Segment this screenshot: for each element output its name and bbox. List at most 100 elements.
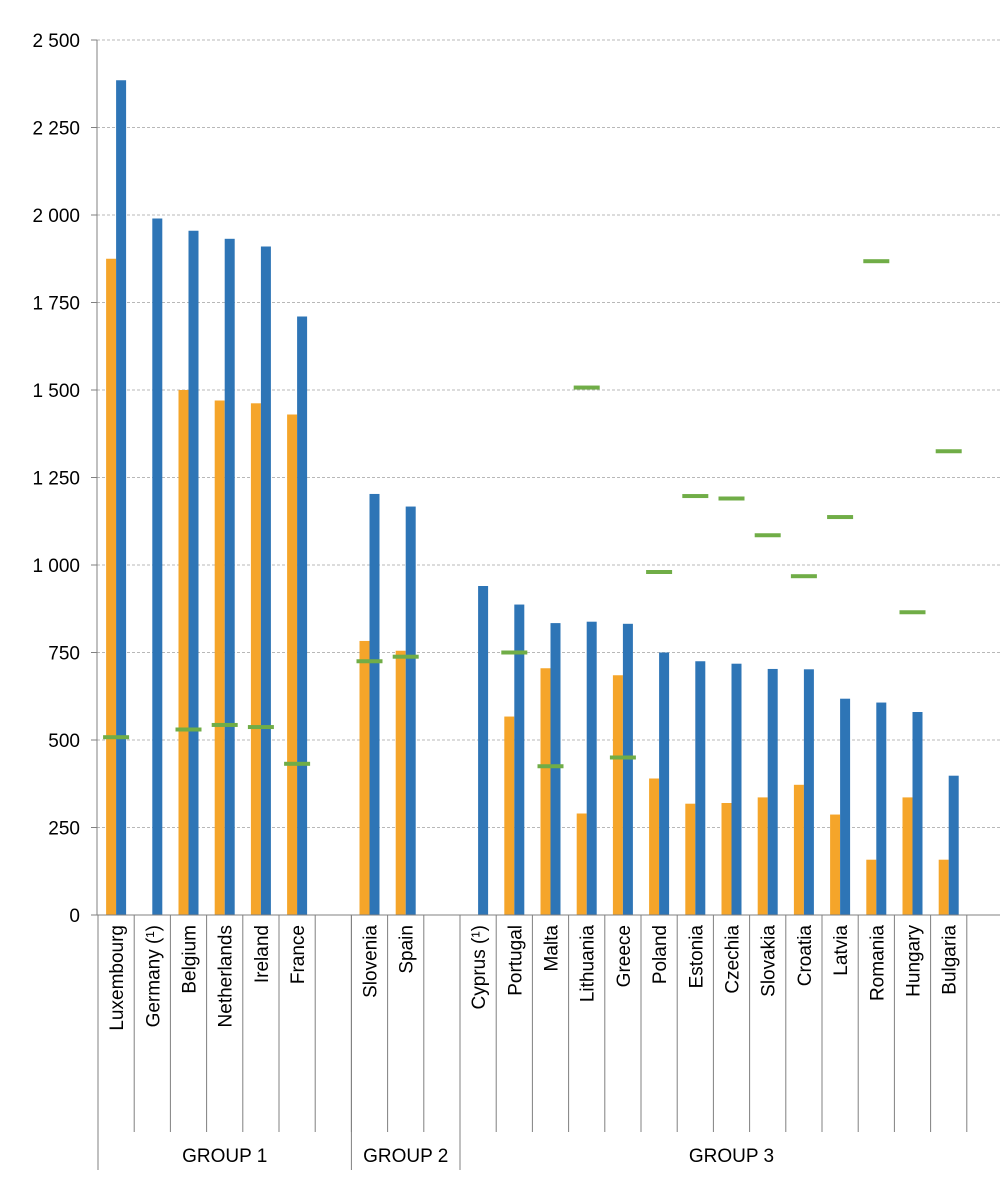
marker-dash <box>899 610 926 615</box>
category-label: Cyprus (¹) <box>469 925 490 1009</box>
marker-dash <box>247 725 274 730</box>
bar <box>649 778 660 915</box>
y-tick-label: 1 250 <box>32 469 80 490</box>
group-label: GROUP 3 <box>689 1146 774 1167</box>
category-label: Ireland <box>252 925 273 983</box>
marker-dash <box>718 496 745 501</box>
marker-dash <box>935 449 962 454</box>
category-label: Belgium <box>180 925 201 994</box>
bar <box>912 712 923 915</box>
y-tick-label: 1 750 <box>32 294 80 315</box>
y-tick-label: 2 000 <box>32 206 80 227</box>
bar <box>395 650 406 915</box>
bar <box>224 238 235 916</box>
marker-dash <box>103 735 130 740</box>
marker-dash <box>682 494 709 499</box>
category-label: Poland <box>650 925 671 984</box>
y-tick-label: 750 <box>48 644 80 665</box>
category-label: Netherlands <box>216 925 237 1027</box>
category-label: Spain <box>397 925 418 974</box>
category-label: Bulgaria <box>940 925 961 995</box>
marker-dash <box>175 727 202 732</box>
bar <box>405 506 416 915</box>
bar <box>793 784 804 915</box>
bar <box>612 675 623 915</box>
bar <box>695 661 706 915</box>
bar <box>685 803 696 915</box>
category-label: Slovenia <box>361 925 382 998</box>
marker-dash <box>646 570 673 574</box>
category-label: Germany (¹) <box>143 925 164 1027</box>
category-label: Portugal <box>505 925 526 996</box>
bar <box>359 640 370 915</box>
bar <box>514 604 525 915</box>
bar <box>757 797 768 915</box>
bar <box>260 246 271 915</box>
category-label: Estonia <box>686 925 707 989</box>
category-label: Greece <box>614 925 635 987</box>
marker-dash <box>537 764 564 769</box>
marker-dash <box>356 659 383 664</box>
bar <box>803 669 814 915</box>
marker-dash <box>790 574 817 579</box>
bar <box>576 813 587 915</box>
bar <box>938 859 949 915</box>
bar <box>586 621 597 915</box>
category-label: Hungary <box>904 925 925 997</box>
marker-dash <box>392 654 419 659</box>
bar <box>550 623 561 915</box>
marker-dash <box>827 515 854 520</box>
bar <box>106 258 117 915</box>
category-label: France <box>288 925 309 984</box>
bar <box>178 390 189 915</box>
category-label: Slovakia <box>759 925 780 997</box>
bar <box>876 702 887 915</box>
bar <box>287 414 298 915</box>
bar <box>297 316 308 915</box>
marker-dash <box>211 722 238 727</box>
marker-dash <box>609 755 636 760</box>
y-tick-label: 1 000 <box>32 556 80 577</box>
group-label: GROUP 1 <box>182 1146 267 1167</box>
marker-dash <box>754 533 781 538</box>
y-tick-label: 1 500 <box>32 381 80 402</box>
group-label: GROUP 2 <box>363 1146 448 1167</box>
category-label: Latvia <box>831 925 852 976</box>
category-label: Croatia <box>795 925 816 987</box>
y-tick-label: 0 <box>69 906 80 927</box>
bar <box>622 623 633 915</box>
bar <box>866 859 877 915</box>
marker-dash <box>863 259 890 264</box>
marker-dash <box>573 385 600 390</box>
category-label: Romania <box>867 925 888 1001</box>
bar <box>902 797 913 915</box>
category-label: Malta <box>542 925 563 972</box>
bar <box>250 403 261 915</box>
y-tick-label: 2 250 <box>32 119 80 140</box>
bar <box>840 698 851 915</box>
gridlines <box>97 39 1000 828</box>
bar <box>830 814 841 915</box>
bar <box>540 668 551 915</box>
marker-dash <box>501 650 528 655</box>
bar <box>659 652 670 915</box>
bar <box>369 493 380 915</box>
bar <box>152 218 163 915</box>
bar <box>188 230 199 915</box>
bar <box>478 586 489 915</box>
y-axis: 0 250 500 750 1 000 1 250 1 500 1 750 2 000 2 250… <box>32 31 98 927</box>
x-axis: Luxembourg Germany (¹) Belgium Netherlands I… <box>97 914 1000 1170</box>
bar <box>721 803 732 915</box>
y-tick-label: 250 <box>48 819 80 840</box>
category-label: Czechia <box>723 925 744 994</box>
y-tick-label: 500 <box>48 731 80 752</box>
bar <box>731 663 742 915</box>
marker-dash <box>284 761 311 766</box>
bar <box>504 716 515 915</box>
bar <box>948 775 959 915</box>
y-tick-label: 2 500 <box>32 31 80 52</box>
bar <box>116 80 127 915</box>
bars <box>106 80 959 916</box>
category-label: Luxembourg <box>107 925 128 1031</box>
